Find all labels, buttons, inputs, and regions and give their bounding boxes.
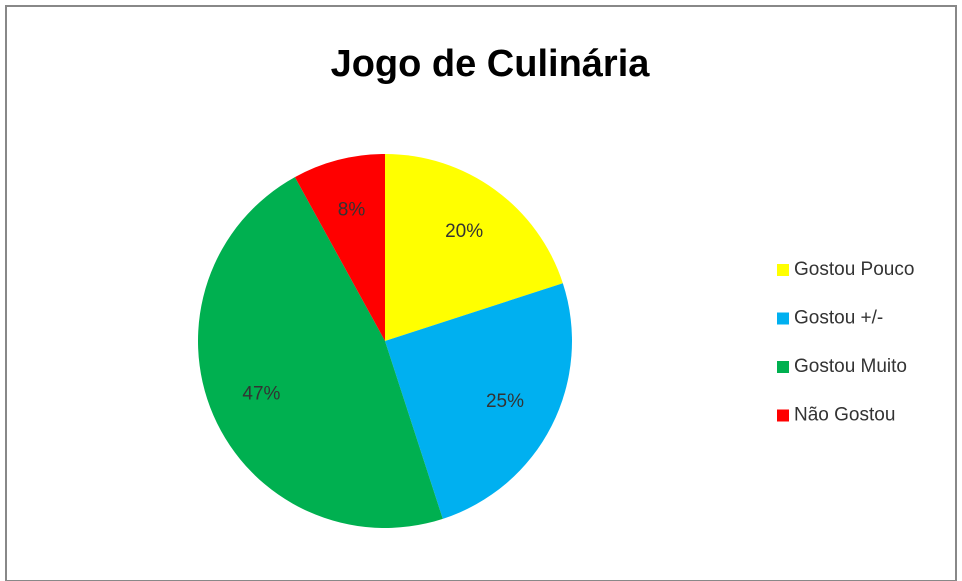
pie-slice — [197, 177, 443, 529]
legend-swatch — [777, 409, 789, 422]
legend-label: Gostou +/- — [794, 308, 883, 329]
legend-label: Gostou Pouco — [794, 259, 914, 280]
legend-swatch — [777, 361, 789, 373]
legend-label: Gostou Muito — [794, 356, 907, 377]
data-label: 47% — [242, 383, 280, 404]
legend-label: Não Gostou — [794, 405, 895, 426]
pie-slice — [385, 283, 572, 519]
data-label: 20% — [445, 221, 483, 242]
legend-swatch — [777, 264, 789, 276]
pie-slice — [385, 154, 563, 341]
data-label: 25% — [486, 391, 524, 412]
chart-title: Jogo de Culinária — [331, 43, 651, 85]
legend-swatch — [777, 312, 789, 325]
pie-slice — [294, 154, 385, 341]
data-label: 8% — [338, 200, 366, 221]
